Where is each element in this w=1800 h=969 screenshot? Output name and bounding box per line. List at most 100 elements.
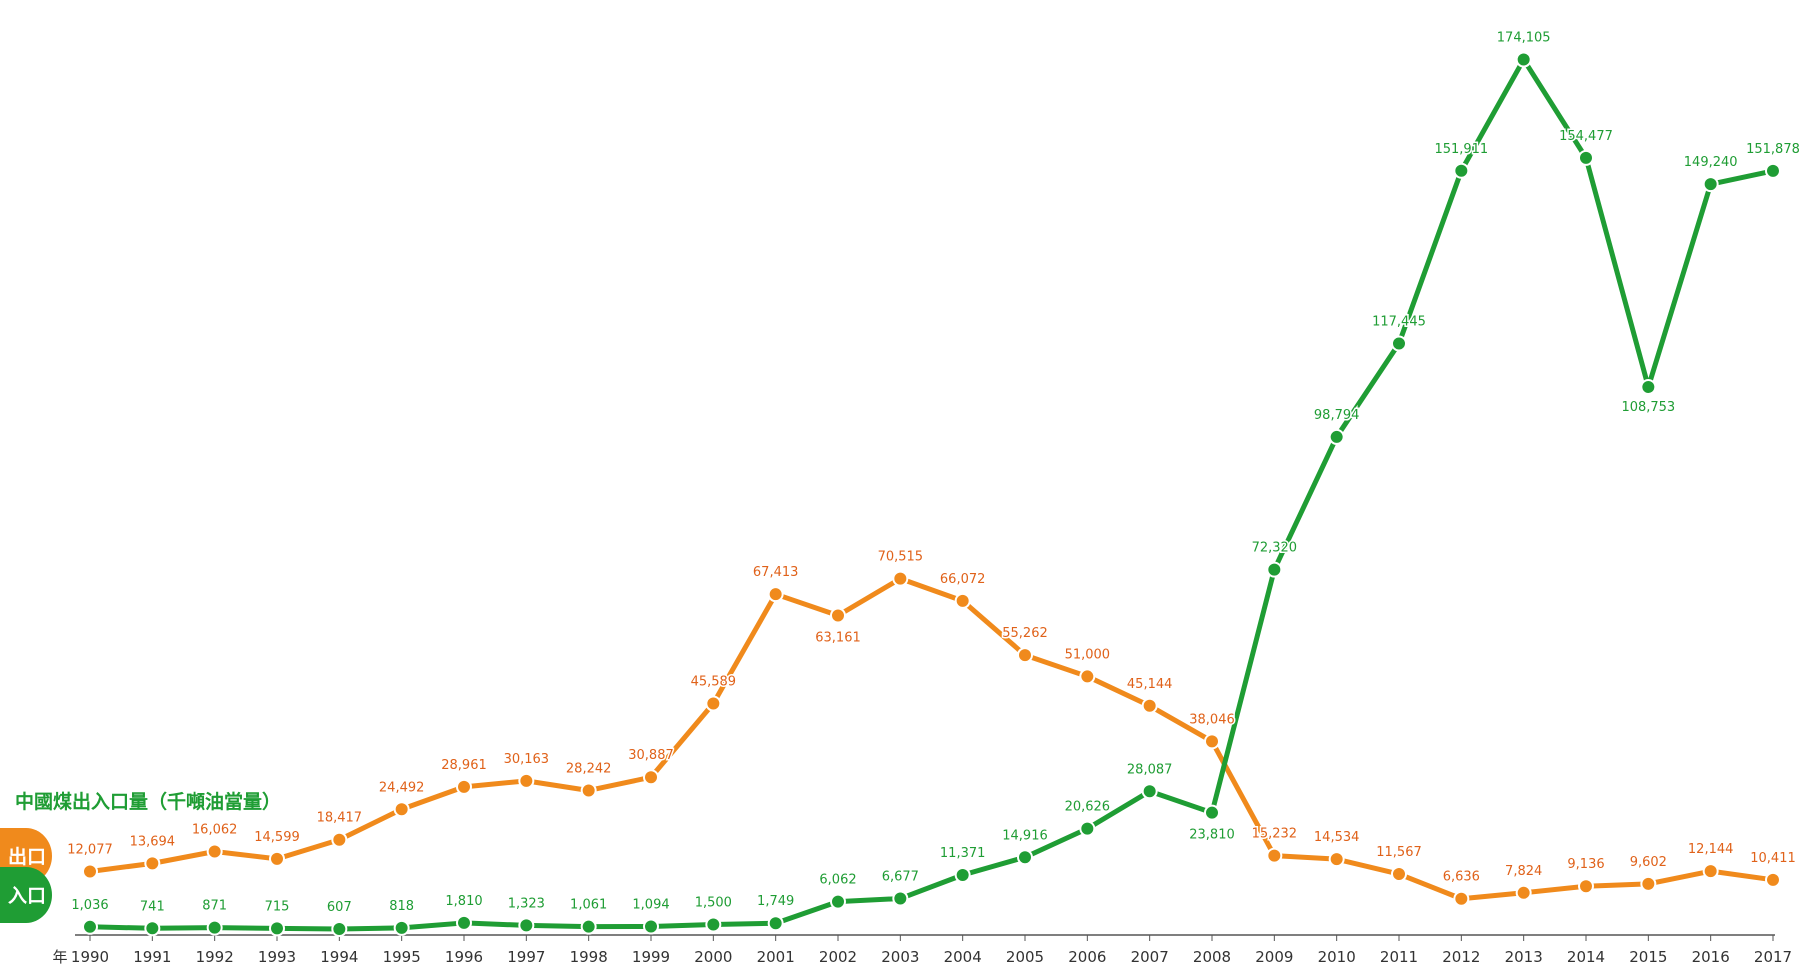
x-tick-label: 2015 <box>1629 948 1667 966</box>
data-point <box>518 917 535 934</box>
data-point <box>767 915 784 932</box>
data-label: 715 <box>265 899 290 914</box>
data-label: 1,323 <box>508 896 545 911</box>
data-labels: 12,077 13,694 16,062 14,599 18,417 24,492 28,9… <box>66 29 1800 916</box>
data-label: 818 <box>389 899 414 914</box>
data-label: 16,062 <box>192 823 238 838</box>
x-tick-label: 1993 <box>258 948 296 966</box>
data-point <box>767 586 784 603</box>
data-label: 51,000 <box>1065 647 1111 662</box>
data-label: 9,602 <box>1630 855 1667 870</box>
x-tick-label: 2011 <box>1380 948 1418 966</box>
data-point <box>82 863 98 880</box>
data-point <box>1204 733 1220 750</box>
data-point <box>1079 820 1096 837</box>
data-label: 28,961 <box>441 758 487 773</box>
data-point <box>954 592 971 609</box>
data-label: 6,636 <box>1443 870 1480 885</box>
x-tick-label: 2010 <box>1318 948 1356 966</box>
data-point <box>1702 863 1719 880</box>
data-label: 6,677 <box>882 870 919 885</box>
data-point <box>1328 428 1345 445</box>
x-tick-label: 1997 <box>507 948 545 966</box>
data-label: 741 <box>140 899 165 914</box>
data-point <box>1640 875 1657 892</box>
x-tick-label: 2008 <box>1193 948 1231 966</box>
data-point <box>456 778 472 795</box>
data-point <box>1079 668 1096 685</box>
data-point <box>456 914 472 931</box>
data-point <box>1266 561 1283 578</box>
data-label: 1,094 <box>632 898 669 913</box>
data-label: 1,810 <box>445 894 482 909</box>
data-label: 14,599 <box>254 830 300 845</box>
data-point <box>269 850 285 867</box>
data-label: 11,371 <box>940 846 986 861</box>
x-tick-label: 1999 <box>632 948 670 966</box>
data-label: 38,046 <box>1189 712 1235 727</box>
x-tick-label: 2004 <box>944 948 982 966</box>
data-point <box>705 916 722 933</box>
data-point <box>1453 162 1470 179</box>
data-point <box>1328 851 1345 868</box>
data-point <box>82 918 98 935</box>
chart-title: 中國煤出入口量（千噸油當量） <box>15 790 281 813</box>
series-lines <box>87 57 1776 932</box>
x-tick-label: 2009 <box>1255 948 1293 966</box>
legend-badge-bg <box>0 867 26 923</box>
data-point <box>892 570 909 587</box>
data-point <box>1391 335 1407 352</box>
data-label: 67,413 <box>753 565 799 580</box>
data-label: 151,878 <box>1746 142 1800 157</box>
data-point <box>393 919 410 936</box>
legend-badge-label: 出口 <box>8 845 46 868</box>
data-point <box>580 918 597 935</box>
data-point <box>518 772 535 789</box>
x-tick-label: 2005 <box>1006 948 1044 966</box>
x-tick-label: 2014 <box>1567 948 1605 966</box>
data-label: 23,810 <box>1189 828 1235 843</box>
data-label: 12,077 <box>67 842 113 857</box>
series-line-0 <box>87 576 1776 902</box>
data-point <box>393 801 410 818</box>
data-label: 98,794 <box>1314 408 1360 423</box>
data-point <box>1017 647 1033 664</box>
data-label: 151,911 <box>1434 142 1488 157</box>
data-label: 117,445 <box>1372 314 1426 329</box>
legend-badge-label: 入口 <box>8 885 46 907</box>
x-tick-label: 2006 <box>1068 948 1106 966</box>
x-axis-ticks: 1990 1991 1992 1993 1994 1995 1996 1997 1998 1999… <box>71 935 1792 966</box>
data-label: 28,242 <box>566 761 612 776</box>
data-label: 1,036 <box>71 898 108 913</box>
data-point <box>144 920 161 937</box>
x-tick-label: 2002 <box>819 948 857 966</box>
x-tick-label: 2012 <box>1442 948 1480 966</box>
data-label: 28,087 <box>1127 762 1173 777</box>
data-point <box>331 920 348 937</box>
data-label: 6,062 <box>819 873 856 888</box>
x-tick-label: 1998 <box>570 948 608 966</box>
data-label: 30,163 <box>504 752 550 767</box>
data-label: 30,887 <box>628 748 674 763</box>
data-label: 18,417 <box>317 811 363 826</box>
data-label: 55,262 <box>1002 626 1048 641</box>
data-label: 45,144 <box>1127 677 1173 692</box>
x-tick-label: 2003 <box>881 948 919 966</box>
x-tick-label: 1994 <box>320 948 358 966</box>
data-label: 66,072 <box>940 572 986 587</box>
data-label: 72,320 <box>1252 541 1298 556</box>
data-label: 149,240 <box>1684 155 1738 170</box>
data-label: 63,161 <box>815 630 861 645</box>
data-label: 7,824 <box>1505 864 1542 879</box>
data-point <box>1578 878 1594 895</box>
data-point <box>1515 51 1532 68</box>
data-label: 14,534 <box>1314 830 1360 845</box>
x-tick-label: 1992 <box>196 948 234 966</box>
x-tick-label: 2000 <box>694 948 732 966</box>
x-tick-label: 1990 <box>71 948 109 966</box>
data-point <box>643 769 659 786</box>
data-point <box>1765 162 1781 179</box>
data-label: 13,694 <box>130 834 176 849</box>
data-label: 607 <box>327 900 352 915</box>
